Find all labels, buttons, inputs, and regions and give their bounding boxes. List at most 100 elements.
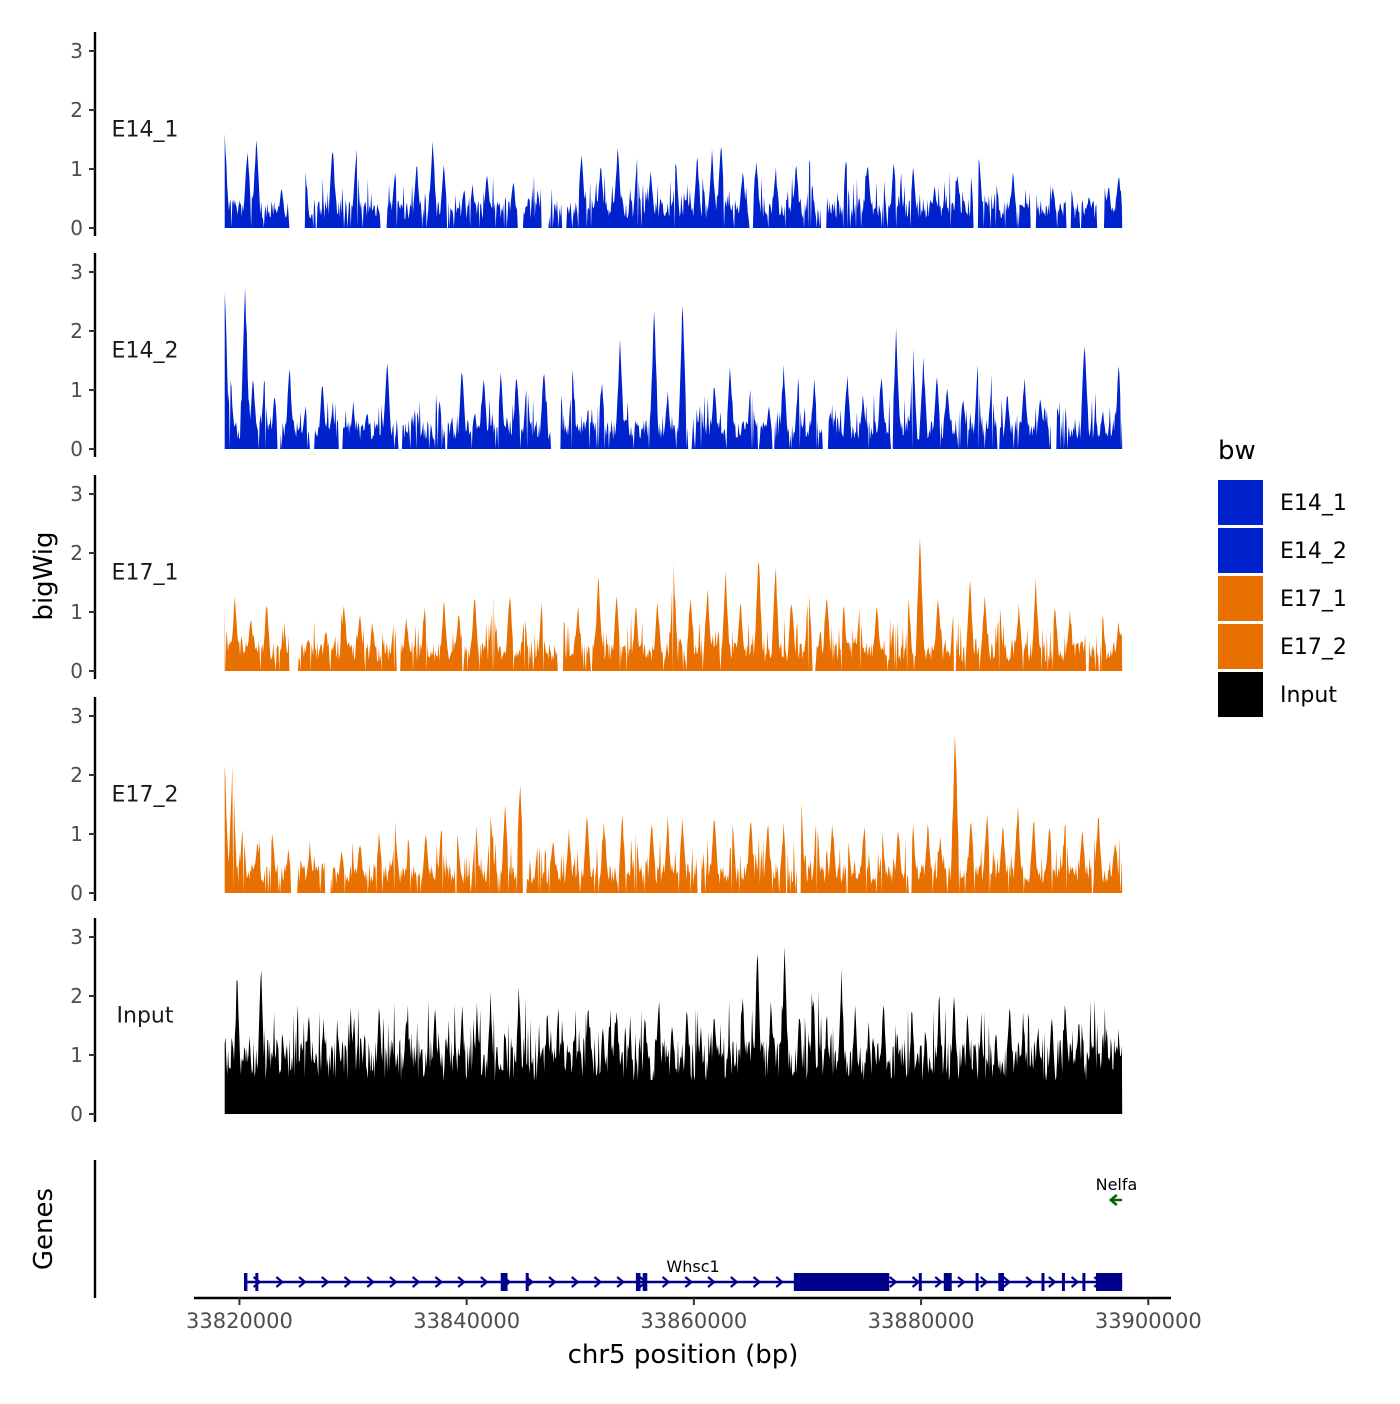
x-tick-label-33860000: 33860000 [640, 1309, 747, 1333]
strand-arrow-icon [798, 1276, 807, 1288]
y-tick-label-E14_2-2: 2 [70, 319, 83, 343]
strand-arrow-icon [1108, 1194, 1118, 1206]
y-tick-label-E14_1-1: 1 [70, 157, 83, 181]
gene-exon-Whsc1-13 [1082, 1273, 1086, 1291]
strand-arrow-icon [389, 1276, 398, 1288]
y-tick-label-Input-0: 0 [70, 1102, 83, 1126]
strand-arrow-icon [1025, 1276, 1034, 1288]
signal-area-E14_1 [224, 133, 1123, 228]
strand-arrow-icon [343, 1276, 353, 1288]
y-tick-label-E14_2-3: 3 [70, 260, 83, 284]
track-panel-Input: 0 1 2 3 Input [70, 918, 1123, 1126]
legend-swatch-Input [1218, 672, 1263, 717]
x-tick-label-33900000: 33900000 [1095, 1309, 1202, 1333]
x-axis-title: chr5 position (bp) [568, 1340, 799, 1370]
track-label-Input: Input [117, 1004, 174, 1029]
gene-exon-Whsc1-2 [500, 1273, 508, 1291]
strand-arrow-icon [548, 1276, 557, 1288]
strand-arrow-icon [911, 1276, 921, 1288]
y-tick-label-E17_1-3: 3 [70, 482, 83, 506]
gene-exon-Whsc1-3 [525, 1273, 529, 1291]
legend: bw E14_1 E14_2 E17_1 E17_2 Input [1218, 436, 1347, 717]
legend-title: bw [1218, 436, 1256, 466]
y-tick-label-E14_2-0: 0 [70, 437, 83, 461]
legend-label-Input: Input [1280, 683, 1337, 708]
gene-exon-Whsc1-0 [243, 1273, 248, 1291]
y-tick-label-E14_2-1: 1 [70, 378, 83, 402]
gene-Whsc1: Whsc1 [243, 1257, 1123, 1291]
genes-axis-title: Genes [29, 1188, 59, 1270]
gene-label-Nelfa: Nelfa [1096, 1175, 1138, 1194]
y-tick-label-E17_1-2: 2 [70, 541, 83, 565]
y-tick-label-E14_1-2: 2 [70, 98, 83, 122]
strand-arrow-icon [480, 1276, 489, 1288]
legend-swatch-E14_1 [1218, 480, 1263, 525]
strand-arrow-icon [411, 1276, 421, 1288]
x-axis: 33820000 33840000 33860000 33880000 33900000… [186, 1296, 1202, 1370]
track-panel-E14_1: 0 1 2 3 E14_1 [70, 32, 1123, 240]
x-ticks-layer: 33820000 33840000 33860000 33880000 33900000 [186, 1298, 1202, 1333]
strand-arrow-icon [1070, 1276, 1080, 1288]
signal-area-E14_2 [224, 287, 1123, 449]
legend-label-E14_1: E14_1 [1280, 491, 1347, 516]
strand-arrow-icon [593, 1276, 603, 1288]
track-panel-E17_2: 0 1 2 3 E17_2 [70, 697, 1123, 905]
gene-Nelfa: Nelfa [1096, 1175, 1138, 1206]
y-tick-label-E17_2-1: 1 [70, 822, 83, 846]
track-label-E14_1: E14_1 [112, 118, 179, 143]
strand-arrow-icon [934, 1276, 943, 1288]
legend-swatch-E14_2 [1218, 528, 1263, 573]
y-tick-label-E17_1-1: 1 [70, 600, 83, 624]
y-tick-label-E17_1-0: 0 [70, 659, 83, 683]
track-label-E17_1: E17_1 [112, 561, 179, 586]
gene-label-Whsc1: Whsc1 [666, 1257, 719, 1276]
gene-exon-Whsc1-7 [918, 1273, 922, 1291]
y-tick-label-Input-1: 1 [70, 1043, 83, 1067]
strand-arrow-icon [957, 1276, 966, 1288]
strand-arrow-icon [866, 1276, 875, 1288]
strand-arrow-icon [684, 1276, 694, 1288]
genes-panel: Genes Whsc1 Nelfa [29, 1160, 1137, 1298]
gene-exon-Whsc1-10 [998, 1273, 1005, 1291]
gene-exon-Whsc1-14 [1096, 1273, 1123, 1291]
legend-entries: E14_1 E14_2 E17_1 E17_2 Input [1218, 480, 1347, 717]
y-tick-label-E14_1-0: 0 [70, 216, 83, 240]
strand-arrow-icon [1002, 1276, 1012, 1288]
strand-arrow-icon [843, 1276, 853, 1288]
genes-layer: Whsc1 Nelfa [243, 1175, 1138, 1291]
strand-arrow-icon [252, 1276, 262, 1288]
gene-exon-Whsc1-9 [975, 1273, 979, 1291]
legend-swatch-E17_1 [1218, 576, 1263, 621]
strand-arrow-icon [275, 1276, 285, 1288]
legend-swatch-E17_2 [1218, 624, 1263, 669]
x-tick-label-33820000: 33820000 [186, 1309, 293, 1333]
tracks-layer: 0 1 2 3 E14_1 0 1 2 3 E14_2 0 1 2 3 E17_1 0 1 2 3 E17_2 0 1 2 3… [70, 32, 1123, 1126]
strand-arrow-icon [321, 1276, 330, 1288]
y-tick-label-E17_2-0: 0 [70, 881, 83, 905]
strand-arrow-icon [889, 1276, 898, 1288]
strand-arrow-icon [525, 1276, 534, 1288]
signal-area-E17_2 [224, 735, 1123, 893]
y-tick-label-E14_1-3: 3 [70, 39, 83, 63]
strand-arrow-icon [457, 1276, 466, 1288]
strand-arrow-icon [775, 1276, 784, 1288]
y-axis-title: bigWig [29, 531, 59, 620]
strand-arrow-icon [979, 1276, 989, 1288]
gene-exon-Whsc1-11 [1041, 1273, 1045, 1291]
track-label-E17_2: E17_2 [112, 783, 179, 808]
gene-exon-Whsc1-1 [255, 1273, 259, 1291]
strand-arrow-icon [820, 1276, 830, 1288]
track-label-E14_2: E14_2 [112, 339, 179, 364]
strand-arrow-icon [502, 1276, 512, 1288]
x-tick-label-33880000: 33880000 [868, 1309, 975, 1333]
strand-arrow-icon [434, 1276, 444, 1288]
gene-exon-Whsc1-4 [635, 1273, 641, 1291]
y-tick-label-Input-3: 3 [70, 925, 83, 949]
y-tick-label-E17_2-2: 2 [70, 763, 83, 787]
strand-arrow-icon [752, 1276, 762, 1288]
strand-arrow-icon [730, 1276, 739, 1288]
strand-arrow-icon [1093, 1276, 1103, 1288]
y-tick-label-E17_2-3: 3 [70, 704, 83, 728]
